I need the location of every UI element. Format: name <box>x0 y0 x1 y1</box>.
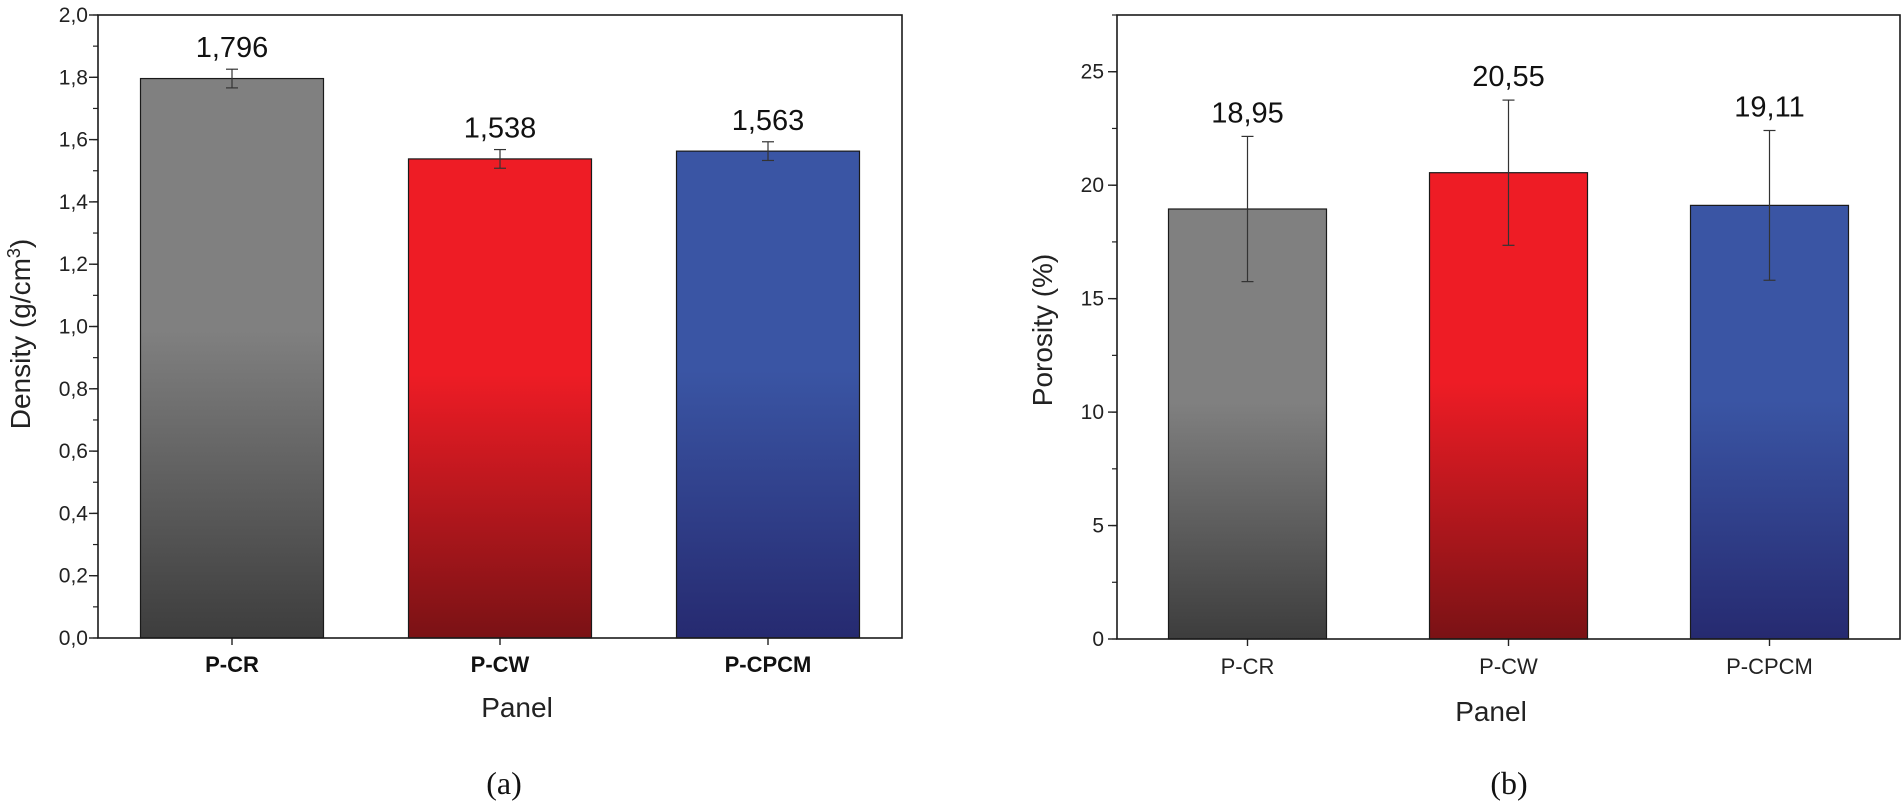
x-tick-label: P-CPCM <box>1726 654 1813 679</box>
porosity-axis-title: Porosity (%) <box>1027 254 1058 406</box>
y-tick-label: 1,6 <box>59 129 88 152</box>
y-tick-label: 25 <box>1081 61 1104 84</box>
x-tick-label: P-CW <box>471 652 530 677</box>
x-tick-label: P-CPCM <box>725 652 812 677</box>
x-tick-label: P-CW <box>1479 654 1538 679</box>
plot-frame <box>97 14 903 639</box>
y-tick-label: 10 <box>1081 401 1104 424</box>
caption-a: (a) <box>486 765 522 801</box>
x-tick-label: P-CR <box>205 652 259 677</box>
y-tick-label: 1,8 <box>59 66 88 89</box>
y-tick-label: 0,0 <box>59 627 88 650</box>
bar-p-cw <box>1428 172 1589 640</box>
data-label: 20,55 <box>1472 61 1545 93</box>
y-tick-label: 1,2 <box>59 253 88 276</box>
plot-frame <box>1116 14 1901 640</box>
bar-p-cpcm <box>675 150 861 639</box>
y-tick-label: 20 <box>1081 174 1104 197</box>
y-tick-label: 0,4 <box>59 502 89 525</box>
y-tick-label: 0 <box>1092 628 1104 651</box>
x-tick-label: P-CR <box>1221 654 1275 679</box>
y-tick-label: 15 <box>1081 288 1104 311</box>
data-label: 19,11 <box>1734 91 1804 123</box>
y-tick-label: 2,0 <box>59 4 88 27</box>
density-chart: 0,0 0,2 0,4 0,6 0,8 1,0 1,2 1,4 1,6 1,8 2,0 1,796 P-… <box>59 4 903 677</box>
data-label: 1,538 <box>464 113 537 145</box>
porosity-x-axis-title: Panel <box>1455 696 1527 727</box>
y-tick-label: 1,4 <box>59 191 89 214</box>
y-tick-label: 5 <box>1092 515 1104 538</box>
density-axis-title: Density (g/cm3) <box>4 239 36 430</box>
porosity-chart: 0 5 10 15 20 25 18,95 P-CR 20,55 P-CW 19,11 P-CPCM <box>1081 14 1901 679</box>
y-tick-label: 1,0 <box>59 316 88 339</box>
caption-b: (b) <box>1490 765 1527 801</box>
bar-p-cr <box>139 77 325 639</box>
data-label: 1,563 <box>732 105 805 137</box>
data-label: 18,95 <box>1211 97 1284 129</box>
y-tick-label: 0,6 <box>59 440 88 463</box>
y-tick-label: 0,2 <box>59 565 88 588</box>
y-tick-label: 0,8 <box>59 378 88 401</box>
density-x-axis-title: Panel <box>481 692 553 723</box>
data-label: 1,796 <box>196 32 269 64</box>
bar-p-cw <box>407 158 593 639</box>
